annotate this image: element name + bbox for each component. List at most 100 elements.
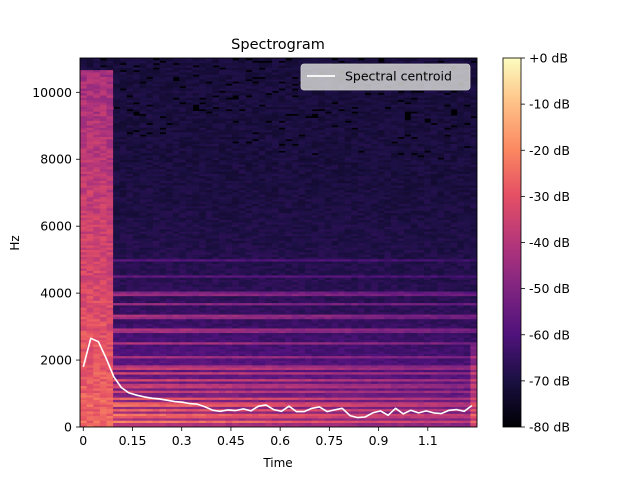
heatmap-cell <box>285 390 293 394</box>
heatmap-cell <box>397 387 405 391</box>
heatmap-cell <box>443 279 452 283</box>
heatmap-cell <box>252 309 260 313</box>
heatmap-cell <box>252 260 260 264</box>
heatmap-cell <box>404 339 412 343</box>
heatmap-cell <box>371 334 379 338</box>
heatmap-cell <box>238 417 247 421</box>
heatmap-cell <box>119 254 127 257</box>
heatmap-cell <box>152 323 160 327</box>
heatmap-cell <box>384 337 392 340</box>
heatmap-cell <box>225 244 233 248</box>
heatmap-cell <box>80 249 88 253</box>
heatmap-cell <box>397 281 405 285</box>
heatmap-cell <box>80 357 88 361</box>
heatmap-cell <box>238 290 247 294</box>
heatmap-cell <box>443 355 452 359</box>
heatmap-cell <box>99 293 108 297</box>
heatmap-cell <box>139 281 147 285</box>
heatmap-cell <box>463 249 471 253</box>
heatmap-cell <box>152 420 160 423</box>
heatmap-cell <box>278 357 286 361</box>
heatmap-cell <box>410 420 419 423</box>
heatmap-cell <box>457 297 465 301</box>
heatmap-cell <box>119 399 127 403</box>
heatmap-cell <box>152 313 160 317</box>
heatmap-cell <box>298 284 306 287</box>
heatmap-cell <box>424 383 432 387</box>
heatmap-cell <box>291 385 299 389</box>
heatmap-cell <box>179 413 187 417</box>
heatmap-cell <box>139 424 147 427</box>
heatmap-cell <box>172 277 180 280</box>
heatmap-cell <box>245 274 253 278</box>
heatmap-cell <box>199 258 207 262</box>
heatmap-cell <box>179 284 187 287</box>
heatmap-cell <box>457 376 465 380</box>
heatmap-cell <box>424 277 432 280</box>
heatmap-cell <box>298 360 306 364</box>
heatmap-cell <box>304 316 313 320</box>
heatmap-cell <box>304 295 313 299</box>
heatmap-cell <box>119 369 127 373</box>
heatmap-cell <box>212 277 220 280</box>
heatmap-cell <box>179 410 187 414</box>
heatmap-cell <box>99 327 108 331</box>
heatmap-cell <box>179 279 187 283</box>
heatmap-cell <box>344 327 352 331</box>
heatmap-cell <box>443 385 452 389</box>
heatmap-cell <box>205 260 213 264</box>
heatmap-cell <box>304 339 313 343</box>
heatmap-cell <box>338 369 346 373</box>
heatmap-cell <box>417 343 425 347</box>
heatmap-cell <box>172 263 180 267</box>
heatmap-cell <box>298 295 306 299</box>
heatmap-cell <box>199 341 207 345</box>
heatmap-cell <box>245 247 253 251</box>
heatmap-cell <box>410 373 419 377</box>
heatmap-cell <box>146 307 154 310</box>
heatmap-cell <box>199 415 207 419</box>
heatmap-cell <box>218 288 227 292</box>
heatmap-cell <box>99 242 108 246</box>
heatmap-cell <box>199 263 207 267</box>
heatmap-cell <box>86 355 94 359</box>
heatmap-cell <box>291 249 299 253</box>
heatmap-cell <box>232 307 240 310</box>
heatmap-cell <box>404 353 412 357</box>
heatmap-cell <box>271 360 280 364</box>
heatmap-cell <box>285 350 293 354</box>
heatmap-cell <box>377 346 385 350</box>
heatmap-cell <box>390 325 399 329</box>
heatmap-cell <box>371 385 379 389</box>
heatmap-cell <box>199 355 207 359</box>
heatmap-cell <box>357 343 366 347</box>
heatmap-cell <box>390 272 399 276</box>
heatmap-cell <box>185 251 194 255</box>
heatmap-cell <box>371 401 379 405</box>
heatmap-cell <box>179 293 187 297</box>
heatmap-cell <box>377 247 385 251</box>
heatmap-cell <box>384 399 392 403</box>
heatmap-cell <box>93 369 101 373</box>
heatmap-cell <box>179 274 187 278</box>
heatmap-cell <box>404 360 412 364</box>
heatmap-cell <box>437 332 445 336</box>
heatmap-cell <box>410 332 419 336</box>
heatmap-cell <box>298 311 306 315</box>
heatmap-cell <box>93 346 101 350</box>
heatmap-cell <box>450 323 458 327</box>
heatmap-cell <box>351 288 359 292</box>
heatmap-cell <box>166 244 174 248</box>
heatmap-cell <box>291 290 299 294</box>
heatmap-cell <box>179 360 187 364</box>
heatmap-cell <box>397 307 405 310</box>
heatmap-cell <box>238 330 247 334</box>
heatmap-cell <box>199 254 207 257</box>
heatmap-cell <box>185 420 194 423</box>
heatmap-cell <box>311 371 319 375</box>
heatmap-cell <box>232 267 240 271</box>
heatmap-cell <box>357 376 366 380</box>
heatmap-cell <box>192 313 200 317</box>
heatmap-cell <box>410 313 419 317</box>
heatmap-cell <box>285 249 293 253</box>
